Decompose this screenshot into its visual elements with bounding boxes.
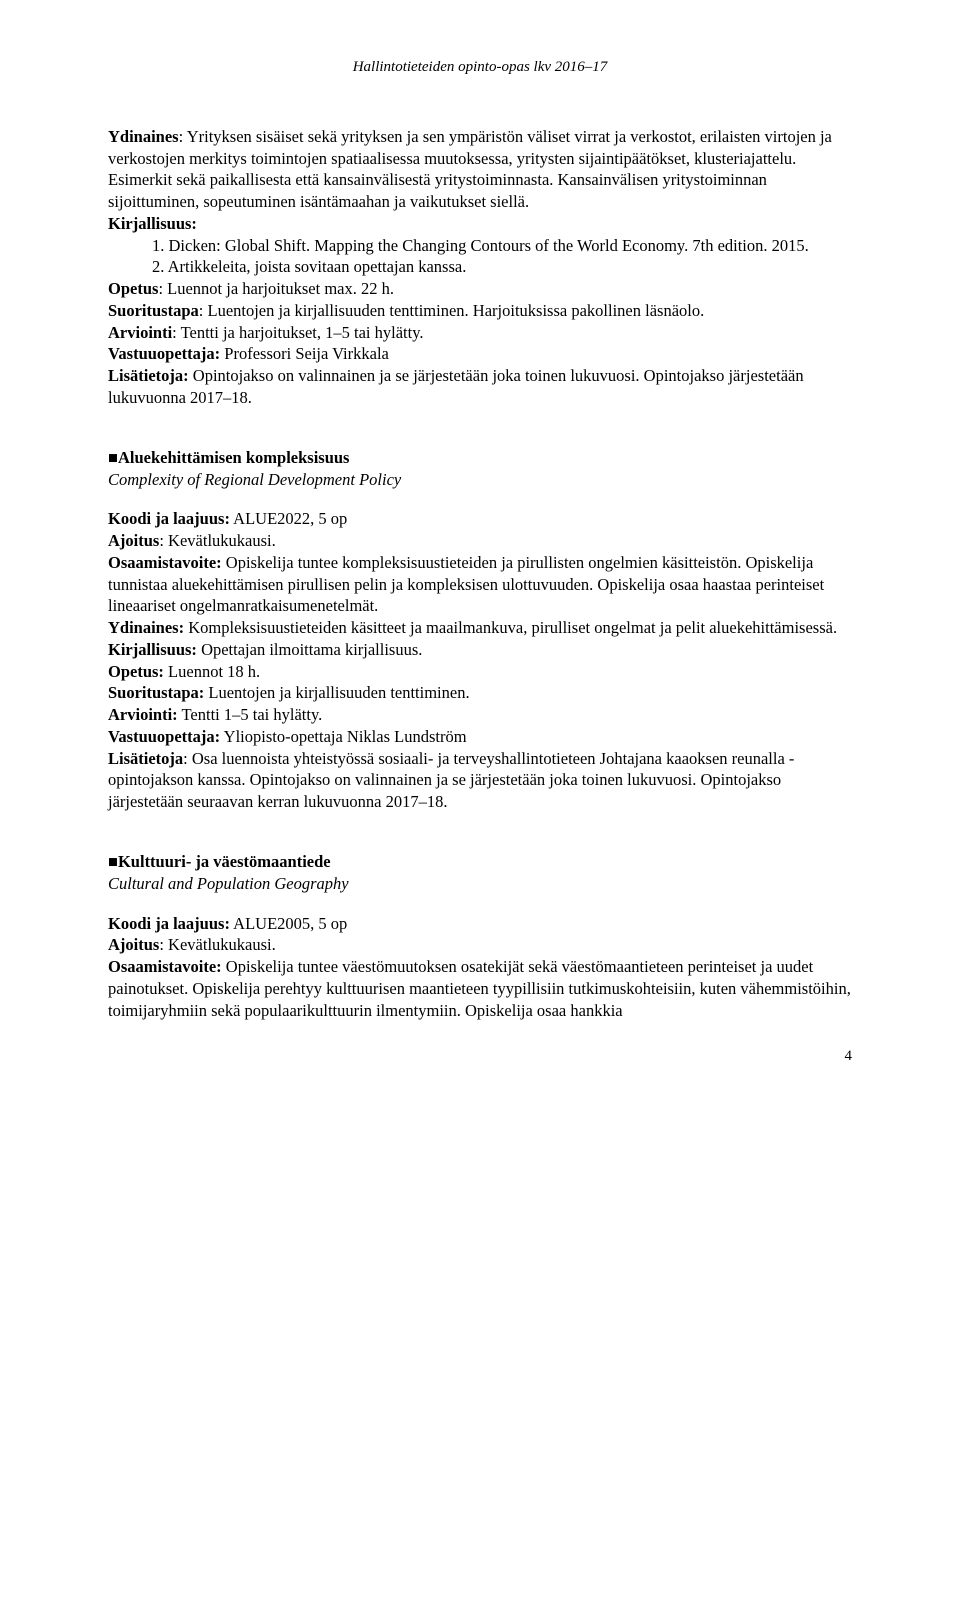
course2-kirjallisuus: Kirjallisuus: Opettajan ilmoittama kirja… — [108, 639, 852, 661]
ajoitus-text: : Kevätlukukausi. — [159, 935, 275, 954]
page-header: Hallintotieteiden opinto-opas lkv 2016–1… — [108, 58, 852, 78]
course3-ajoitus: Ajoitus: Kevätlukukausi. — [108, 934, 852, 956]
koodi-text: ALUE2005, 5 op — [230, 914, 347, 933]
course3-koodi: Koodi ja laajuus: ALUE2005, 5 op — [108, 913, 852, 935]
suoritustapa-label: Suoritustapa — [108, 301, 199, 320]
opetus-text: Luennot 18 h. — [164, 662, 260, 681]
arviointi-text: : Tentti ja harjoitukset, 1–5 tai hylätt… — [172, 323, 423, 342]
course1-arviointi: Arviointi: Tentti ja harjoitukset, 1–5 t… — [108, 322, 852, 344]
course1-kirjallisuus-label: Kirjallisuus: — [108, 213, 852, 235]
ajoitus-label: Ajoitus — [108, 935, 159, 954]
arviointi-text: Tentti 1–5 tai hylätty. — [178, 705, 323, 724]
course1-opetus: Opetus: Luennot ja harjoitukset max. 22 … — [108, 278, 852, 300]
course2-arviointi: Arviointi: Tentti 1–5 tai hylätty. — [108, 704, 852, 726]
course2-lisatietoja: Lisätietoja: Osa luennoista yhteistyössä… — [108, 748, 852, 813]
suoritustapa-text: : Luentojen ja kirjallisuuden tenttimine… — [199, 301, 704, 320]
course2-title-text: Aluekehittämisen kompleksisuus — [118, 448, 350, 467]
lit-item-2: 2. Artikkeleita, joista sovitaan opettaj… — [152, 256, 852, 278]
ajoitus-text: : Kevätlukukausi. — [159, 531, 275, 550]
course1-vastuuopettaja: Vastuuopettaja: Professori Seija Virkkal… — [108, 343, 852, 365]
opetus-text: : Luennot ja harjoitukset max. 22 h. — [158, 279, 394, 298]
page-number: 4 — [108, 1047, 852, 1067]
square-bullet-icon: ■ — [108, 851, 118, 873]
course1-suoritustapa: Suoritustapa: Luentojen ja kirjallisuude… — [108, 300, 852, 322]
kirjallisuus-label: Kirjallisuus: — [108, 640, 197, 659]
vastuu-label: Vastuuopettaja: — [108, 344, 220, 363]
course2-osaamistavoite: Osaamistavoite: Opiskelija tuntee komple… — [108, 552, 852, 617]
course1-ydinaines: Ydinaines: Yrityksen sisäiset sekä yrity… — [108, 126, 852, 213]
course2-vastuuopettaja: Vastuuopettaja: Yliopisto-opettaja Nikla… — [108, 726, 852, 748]
opetus-label: Opetus — [108, 279, 158, 298]
ydinaines-label: Ydinaines: — [108, 618, 184, 637]
lisa-text: : Osa luennoista yhteistyössä sosiaali- … — [108, 749, 794, 812]
kirjallisuus-text: Opettajan ilmoittama kirjallisuus. — [197, 640, 422, 659]
vastuu-text: Yliopisto-opettaja Niklas Lundström — [220, 727, 466, 746]
lisa-text: Opintojakso on valinnainen ja se järjest… — [108, 366, 804, 407]
lisa-label: Lisätietoja — [108, 749, 183, 768]
ydinaines-label: Ydinaines — [108, 127, 179, 146]
koodi-label: Koodi ja laajuus: — [108, 509, 230, 528]
course1-lisatietoja: Lisätietoja: Opintojakso on valinnainen … — [108, 365, 852, 409]
course3-subtitle: Cultural and Population Geography — [108, 873, 852, 895]
lisa-label: Lisätietoja: — [108, 366, 189, 385]
osaamis-label: Osaamistavoite: — [108, 957, 222, 976]
arviointi-label: Arviointi — [108, 323, 172, 342]
koodi-text: ALUE2022, 5 op — [230, 509, 347, 528]
course1-literature-list: 1. Dicken: Global Shift. Mapping the Cha… — [152, 235, 852, 279]
course3-title: ■ Kulttuuri- ja väestömaantiede — [108, 851, 852, 873]
course3-title-text: Kulttuuri- ja väestömaantiede — [118, 852, 331, 871]
course2-opetus: Opetus: Luennot 18 h. — [108, 661, 852, 683]
arviointi-label: Arviointi: — [108, 705, 178, 724]
ydinaines-text: : Yrityksen sisäiset sekä yrityksen ja s… — [108, 127, 832, 211]
opetus-label: Opetus: — [108, 662, 164, 681]
course2-suoritustapa: Suoritustapa: Luentojen ja kirjallisuude… — [108, 682, 852, 704]
course2-subtitle: Complexity of Regional Development Polic… — [108, 469, 852, 491]
vastuu-text: Professori Seija Virkkala — [220, 344, 389, 363]
square-bullet-icon: ■ — [108, 447, 118, 469]
lit-item-1: 1. Dicken: Global Shift. Mapping the Cha… — [152, 235, 852, 257]
suoritustapa-text: Luentojen ja kirjallisuuden tenttiminen. — [204, 683, 469, 702]
course2-title: ■ Aluekehittämisen kompleksisuus — [108, 447, 852, 469]
course3-osaamistavoite: Osaamistavoite: Opiskelija tuntee väestö… — [108, 956, 852, 1021]
ydinaines-text: Kompleksisuustieteiden käsitteet ja maai… — [184, 618, 837, 637]
ajoitus-label: Ajoitus — [108, 531, 159, 550]
course2-ajoitus: Ajoitus: Kevätlukukausi. — [108, 530, 852, 552]
vastuu-label: Vastuuopettaja: — [108, 727, 220, 746]
osaamis-label: Osaamistavoite: — [108, 553, 222, 572]
course2-ydinaines: Ydinaines: Kompleksisuustieteiden käsitt… — [108, 617, 852, 639]
course2-koodi: Koodi ja laajuus: ALUE2022, 5 op — [108, 508, 852, 530]
suoritustapa-label: Suoritustapa: — [108, 683, 204, 702]
koodi-label: Koodi ja laajuus: — [108, 914, 230, 933]
